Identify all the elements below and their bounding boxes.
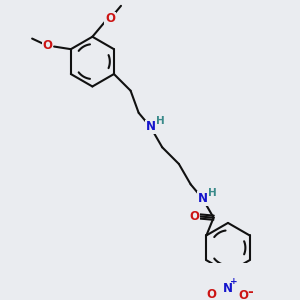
Text: +: + bbox=[230, 277, 238, 286]
Text: H: H bbox=[208, 188, 217, 198]
Text: N: N bbox=[197, 192, 207, 205]
Text: H: H bbox=[156, 116, 165, 126]
Text: O: O bbox=[189, 210, 199, 223]
Text: O: O bbox=[105, 12, 115, 26]
Text: O: O bbox=[238, 290, 248, 300]
Text: O: O bbox=[207, 288, 217, 300]
Text: N: N bbox=[146, 120, 155, 134]
Text: -: - bbox=[248, 284, 254, 298]
Text: N: N bbox=[223, 282, 233, 296]
Text: O: O bbox=[43, 39, 52, 52]
